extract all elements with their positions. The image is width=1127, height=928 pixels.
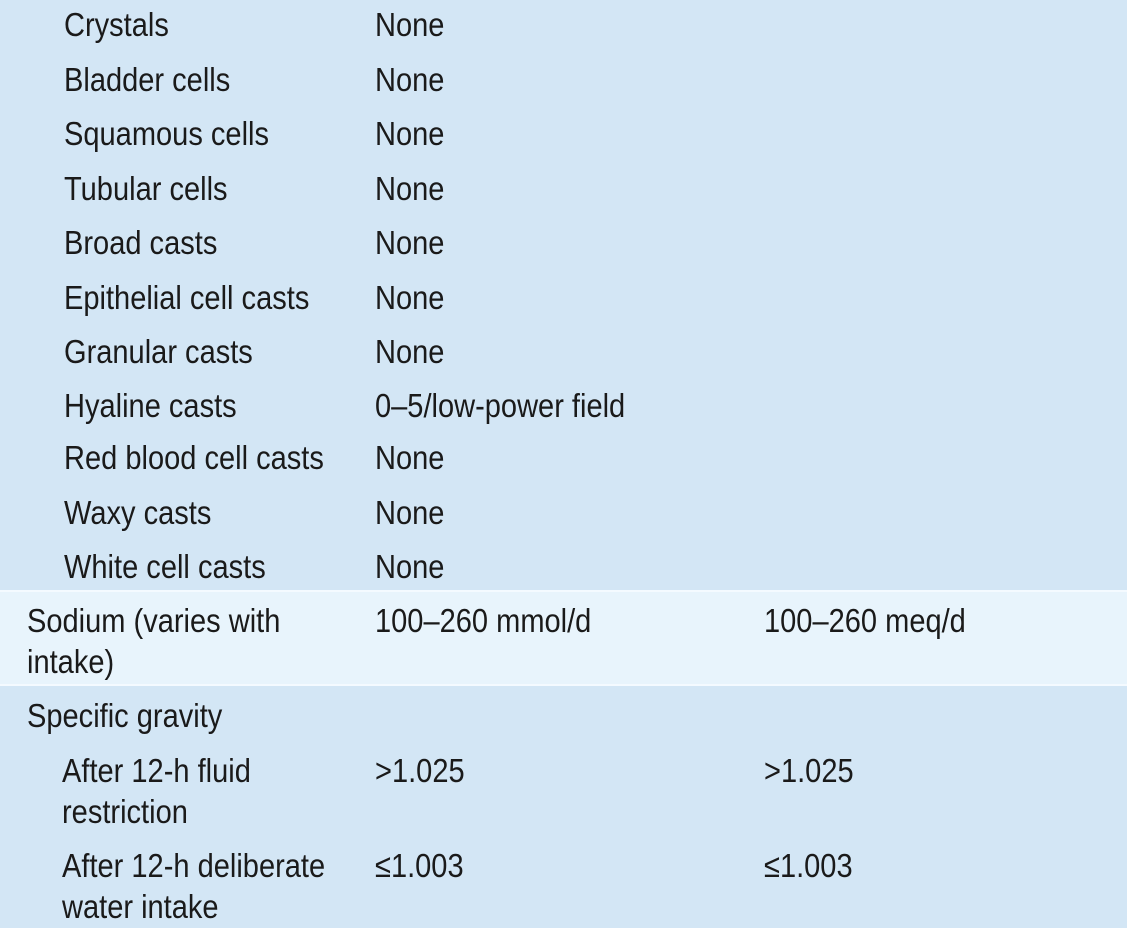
sodium-conventional-value: 100–260 meq/d — [764, 602, 966, 639]
row-label: Bladder cells — [64, 61, 231, 98]
row-si-value: ≤1.003 — [375, 847, 464, 884]
row-si-value: None — [375, 548, 445, 585]
row-si-value: None — [375, 6, 445, 43]
sodium-row: Sodium (varies with intake) 100–260 mmol… — [0, 590, 1127, 686]
row-label-line1: After 12-h deliberate — [62, 847, 326, 884]
row-label: Hyaline casts — [64, 387, 237, 424]
row-label-line2: water intake — [62, 888, 219, 925]
row-si-value: None — [375, 279, 445, 316]
row-si-value: None — [375, 61, 445, 98]
row-label: White cell casts — [64, 548, 266, 585]
row-label-line1: After 12-h fluid — [62, 752, 251, 789]
row-si-value: None — [375, 224, 445, 261]
row-si-value: None — [375, 439, 445, 476]
row-si-value: None — [375, 170, 445, 207]
specific-gravity-section: Specific gravity After 12-h fluid restri… — [0, 686, 1127, 928]
row-label: Tubular cells — [64, 170, 228, 207]
row-label: Granular casts — [64, 333, 253, 370]
row-label: Waxy casts — [64, 494, 212, 531]
row-label: Squamous cells — [64, 115, 269, 152]
sodium-label-line2: intake) — [27, 643, 115, 680]
urine-sediment-section: Crystals None Bladder cells None Squamou… — [64, 6, 626, 585]
sodium-si-value: 100–260 mmol/d — [375, 602, 592, 639]
row-label: Epithelial cell casts — [64, 279, 310, 316]
row-conventional-value: >1.025 — [764, 752, 854, 789]
row-si-value: None — [375, 115, 445, 152]
row-si-value: 0–5/low-power field — [375, 387, 626, 424]
row-si-value: >1.025 — [375, 752, 465, 789]
specific-gravity-heading: Specific gravity — [27, 697, 223, 734]
row-label: Crystals — [64, 6, 169, 43]
row-label: Red blood cell casts — [64, 439, 324, 476]
row-label-line2: restriction — [62, 793, 188, 830]
row-si-value: None — [375, 494, 445, 531]
row-conventional-value: ≤1.003 — [764, 847, 853, 884]
row-si-value: None — [375, 333, 445, 370]
row-label: Broad casts — [64, 224, 218, 261]
sodium-label-line1: Sodium (varies with — [27, 602, 281, 639]
